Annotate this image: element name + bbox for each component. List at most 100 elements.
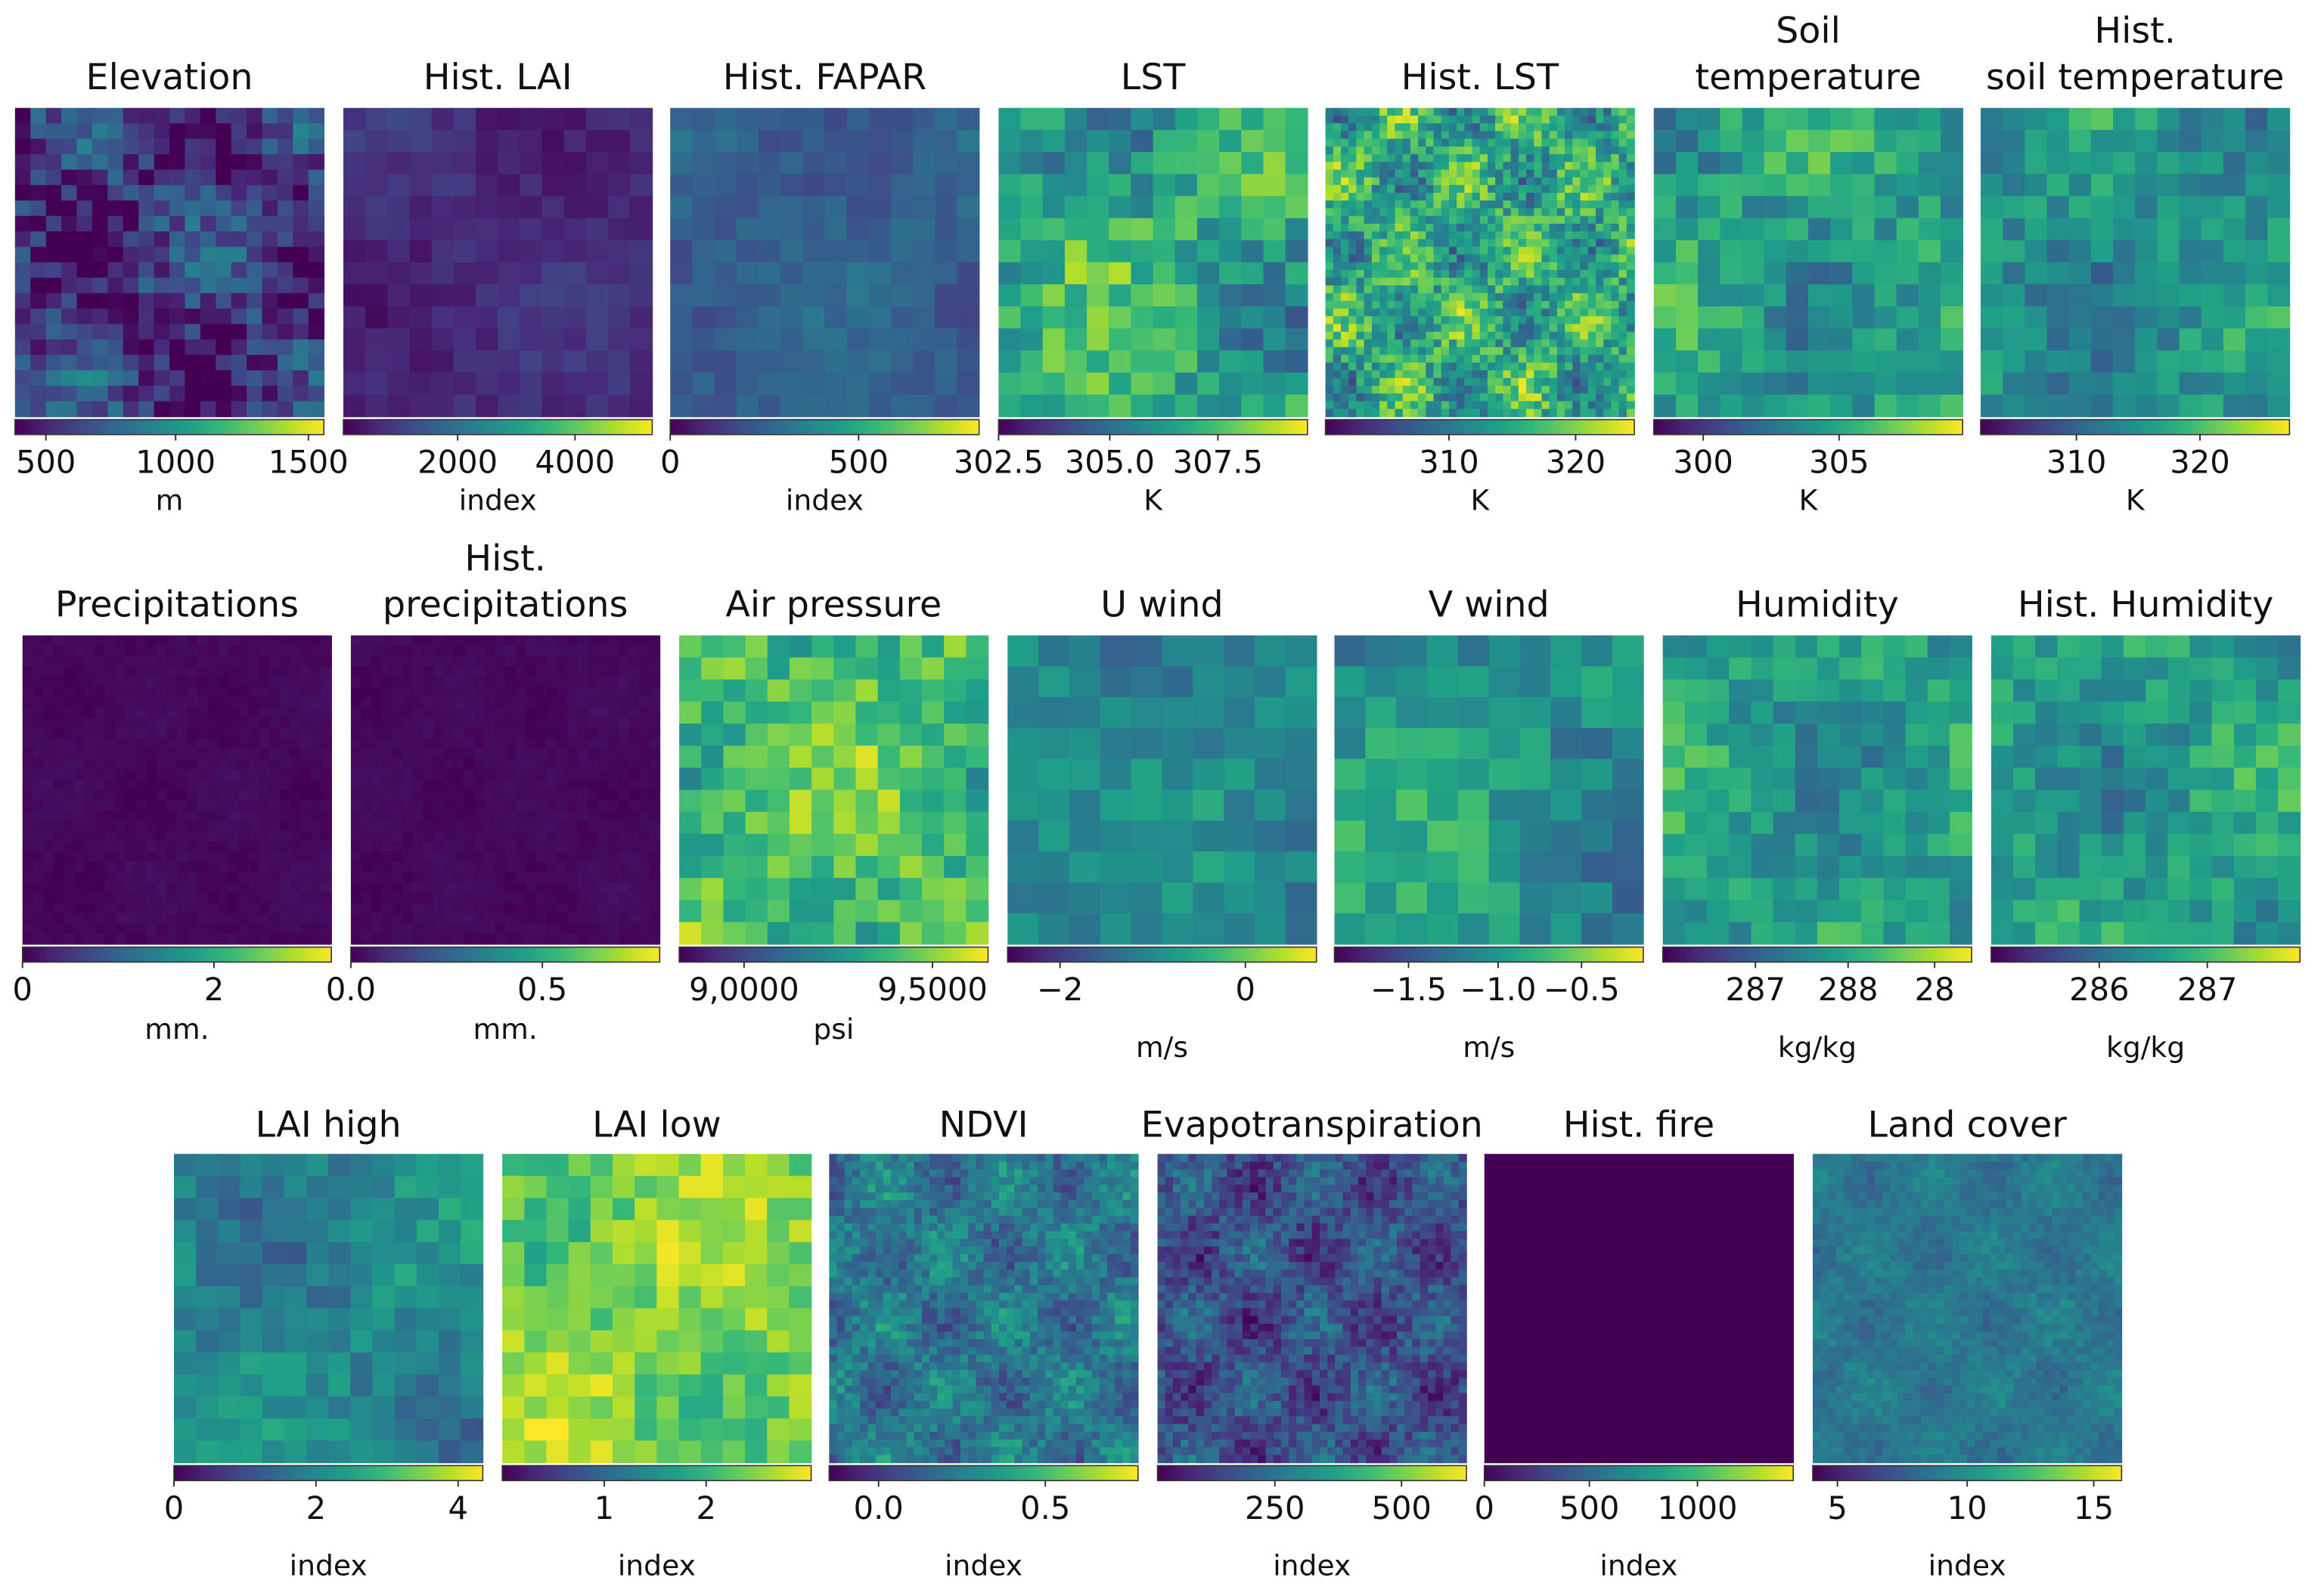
heatmap-cell <box>454 872 465 883</box>
heatmap-cell <box>474 913 486 925</box>
heatmap-cell <box>811 635 835 659</box>
heatmap-cell <box>156 718 168 729</box>
panel-title: Hist. LST <box>1401 57 1559 98</box>
heatmap-cell <box>1457 270 1466 279</box>
heatmap-cell <box>2025 240 2048 263</box>
heatmap-cell <box>802 372 826 395</box>
heatmap-cell <box>238 882 250 894</box>
heatmap-cell <box>1549 408 1558 417</box>
heatmap-cell <box>1603 169 1612 178</box>
heatmap-cell <box>1510 215 1519 225</box>
heatmap-cell <box>546 861 557 873</box>
heatmap-cell <box>269 872 281 883</box>
heatmap-cell <box>2068 218 2092 241</box>
heatmap-cell <box>84 635 95 646</box>
heatmap-cell <box>1109 196 1132 219</box>
heatmap-cell <box>423 903 434 914</box>
heatmap-cell <box>84 830 95 842</box>
heatmap-cell <box>1379 107 1389 116</box>
heatmap-cell <box>156 851 168 863</box>
heatmap-cell <box>197 913 209 925</box>
heatmap-cell <box>495 749 506 760</box>
heatmap-cell <box>1356 208 1365 217</box>
heatmap-cell <box>628 830 640 842</box>
heatmap-cell <box>1348 270 1357 279</box>
heatmap-cell <box>300 635 312 646</box>
heatmap-cell <box>1479 208 1488 217</box>
heatmap-cell <box>1410 223 1419 232</box>
heatmap-cell <box>1333 393 1342 402</box>
heatmap-cell <box>1410 146 1419 155</box>
heatmap-cell <box>1580 115 1589 124</box>
heatmap-cell <box>1488 386 1497 395</box>
heatmap-cell <box>639 646 650 657</box>
heatmap-cell <box>1541 386 1550 395</box>
heatmap-cell <box>1410 162 1419 171</box>
heatmap-cell <box>649 892 661 904</box>
heatmap-cell <box>1587 347 1596 356</box>
heatmap-cell <box>412 666 424 677</box>
heatmap-cell <box>505 687 517 698</box>
heatmap-cell <box>2201 240 2224 263</box>
heatmap-cell <box>1426 123 1435 132</box>
heatmap-cell <box>166 666 178 677</box>
heatmap-cell <box>1603 146 1612 155</box>
heatmap-cell <box>310 892 322 904</box>
heatmap-cell <box>104 892 116 904</box>
panel-title: Air pressure <box>725 584 942 626</box>
heatmap-cell <box>1918 107 1941 131</box>
heatmap-cell <box>156 738 168 749</box>
heatmap-cell <box>1534 177 1543 186</box>
heatmap-cell <box>868 240 892 263</box>
heatmap-cell <box>767 856 790 879</box>
heatmap-cell <box>135 727 147 739</box>
heatmap-cell <box>535 727 548 739</box>
heatmap-cell <box>412 718 424 729</box>
heatmap-cell <box>84 779 95 791</box>
heatmap-cell <box>76 200 93 217</box>
heatmap-cell <box>1196 174 1220 197</box>
heatmap-cell <box>1356 393 1365 402</box>
heatmap-cell <box>95 738 106 749</box>
heatmap-cell <box>73 656 85 668</box>
heatmap-cell <box>1418 107 1427 116</box>
heatmap-cell <box>679 789 703 813</box>
heatmap-cell <box>628 676 640 688</box>
heatmap-cell <box>1341 277 1350 287</box>
heatmap-cell <box>1387 131 1396 140</box>
heatmap-cell <box>45 370 62 386</box>
heatmap-cell <box>1153 152 1176 175</box>
heatmap-cell <box>200 386 217 402</box>
heatmap-cell <box>454 769 465 780</box>
heatmap-cell <box>520 328 543 352</box>
heatmap-cell <box>402 687 414 698</box>
heatmap-cell <box>1087 372 1110 395</box>
heatmap-cell <box>1572 246 1581 256</box>
heatmap-cell <box>392 769 403 780</box>
heatmap-cell <box>474 635 486 646</box>
heatmap-cell <box>1556 401 1565 410</box>
heatmap-cell <box>166 810 178 822</box>
heatmap-cell <box>1472 308 1481 318</box>
heatmap-cell <box>2201 394 2224 417</box>
heatmap-cell <box>692 372 715 395</box>
heatmap-cell <box>22 872 34 883</box>
heatmap-cell <box>1395 347 1404 356</box>
heatmap-cell <box>1572 231 1581 240</box>
heatmap-cell <box>1488 408 1497 417</box>
heatmap-cell <box>811 679 835 702</box>
heatmap-cell <box>115 779 126 791</box>
heatmap-cell <box>443 687 455 698</box>
heatmap-cell <box>262 277 278 294</box>
heatmap-cell <box>1064 284 1088 307</box>
heatmap-cell <box>1356 408 1365 417</box>
heatmap-cell <box>1526 215 1535 225</box>
heatmap-cell <box>197 779 209 791</box>
heatmap-cell <box>115 769 126 780</box>
heatmap-cell <box>1364 138 1373 147</box>
heatmap-cell <box>1941 306 1963 330</box>
heatmap-cell <box>701 900 725 923</box>
heatmap-cell <box>577 800 588 811</box>
heatmap-cell <box>484 820 496 832</box>
heatmap-cell <box>1510 107 1519 116</box>
